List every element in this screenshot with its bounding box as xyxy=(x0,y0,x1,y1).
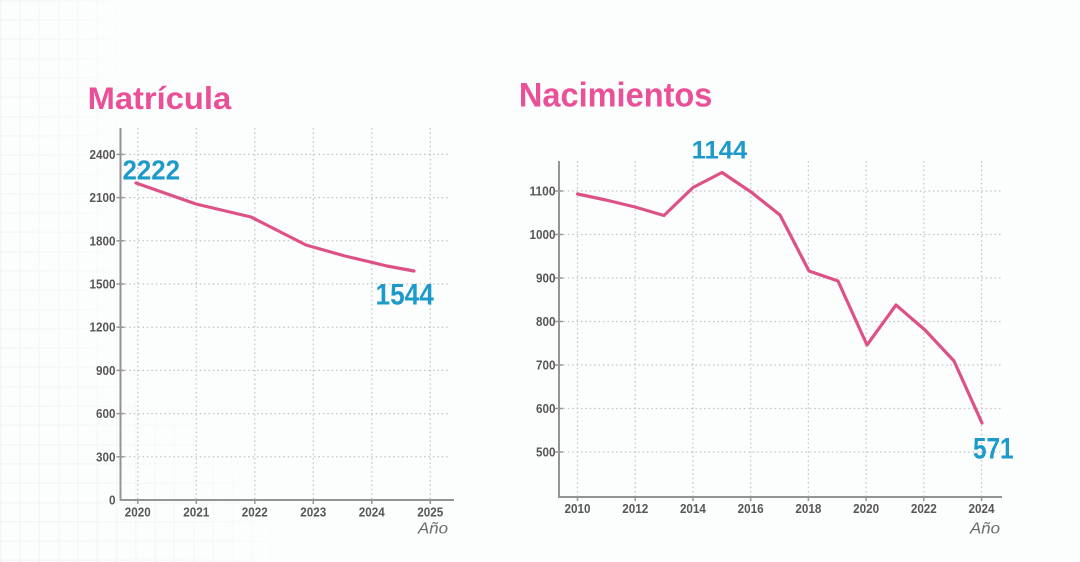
svg-text:800: 800 xyxy=(536,314,556,329)
svg-text:Año: Año xyxy=(969,521,1000,538)
svg-text:500: 500 xyxy=(536,445,556,460)
svg-text:2020: 2020 xyxy=(125,505,151,520)
svg-text:2012: 2012 xyxy=(622,501,648,516)
svg-text:Nacimientos: Nacimientos xyxy=(519,77,713,115)
svg-text:2010: 2010 xyxy=(565,501,591,516)
svg-text:2023: 2023 xyxy=(300,505,326,520)
svg-text:2022: 2022 xyxy=(911,501,937,516)
svg-text:300: 300 xyxy=(96,449,116,464)
svg-text:2016: 2016 xyxy=(738,501,764,516)
svg-text:700: 700 xyxy=(536,358,556,373)
svg-text:900: 900 xyxy=(96,363,116,378)
svg-text:2018: 2018 xyxy=(795,501,821,516)
svg-text:2100: 2100 xyxy=(90,190,116,205)
svg-text:1800: 1800 xyxy=(90,233,116,248)
svg-text:2400: 2400 xyxy=(90,147,116,162)
svg-text:571: 571 xyxy=(973,433,1014,466)
svg-text:2222: 2222 xyxy=(123,155,181,186)
svg-text:1000: 1000 xyxy=(530,227,556,242)
svg-text:900: 900 xyxy=(536,271,556,286)
svg-text:1100: 1100 xyxy=(530,184,556,199)
svg-text:1500: 1500 xyxy=(90,277,116,292)
svg-text:2020: 2020 xyxy=(853,501,879,516)
svg-text:1200: 1200 xyxy=(90,320,116,335)
svg-text:600: 600 xyxy=(96,406,116,421)
svg-text:1544: 1544 xyxy=(376,279,435,312)
svg-text:1144: 1144 xyxy=(692,138,748,165)
svg-text:2024: 2024 xyxy=(969,501,996,516)
svg-text:2025: 2025 xyxy=(417,505,443,520)
svg-text:Matrícula: Matrícula xyxy=(88,80,232,116)
svg-text:2021: 2021 xyxy=(183,505,209,520)
svg-text:600: 600 xyxy=(536,401,556,416)
svg-text:Año: Año xyxy=(417,521,448,538)
svg-text:2024: 2024 xyxy=(359,505,386,520)
svg-text:2022: 2022 xyxy=(242,505,268,520)
svg-text:0: 0 xyxy=(109,493,116,508)
svg-text:2014: 2014 xyxy=(680,501,707,516)
